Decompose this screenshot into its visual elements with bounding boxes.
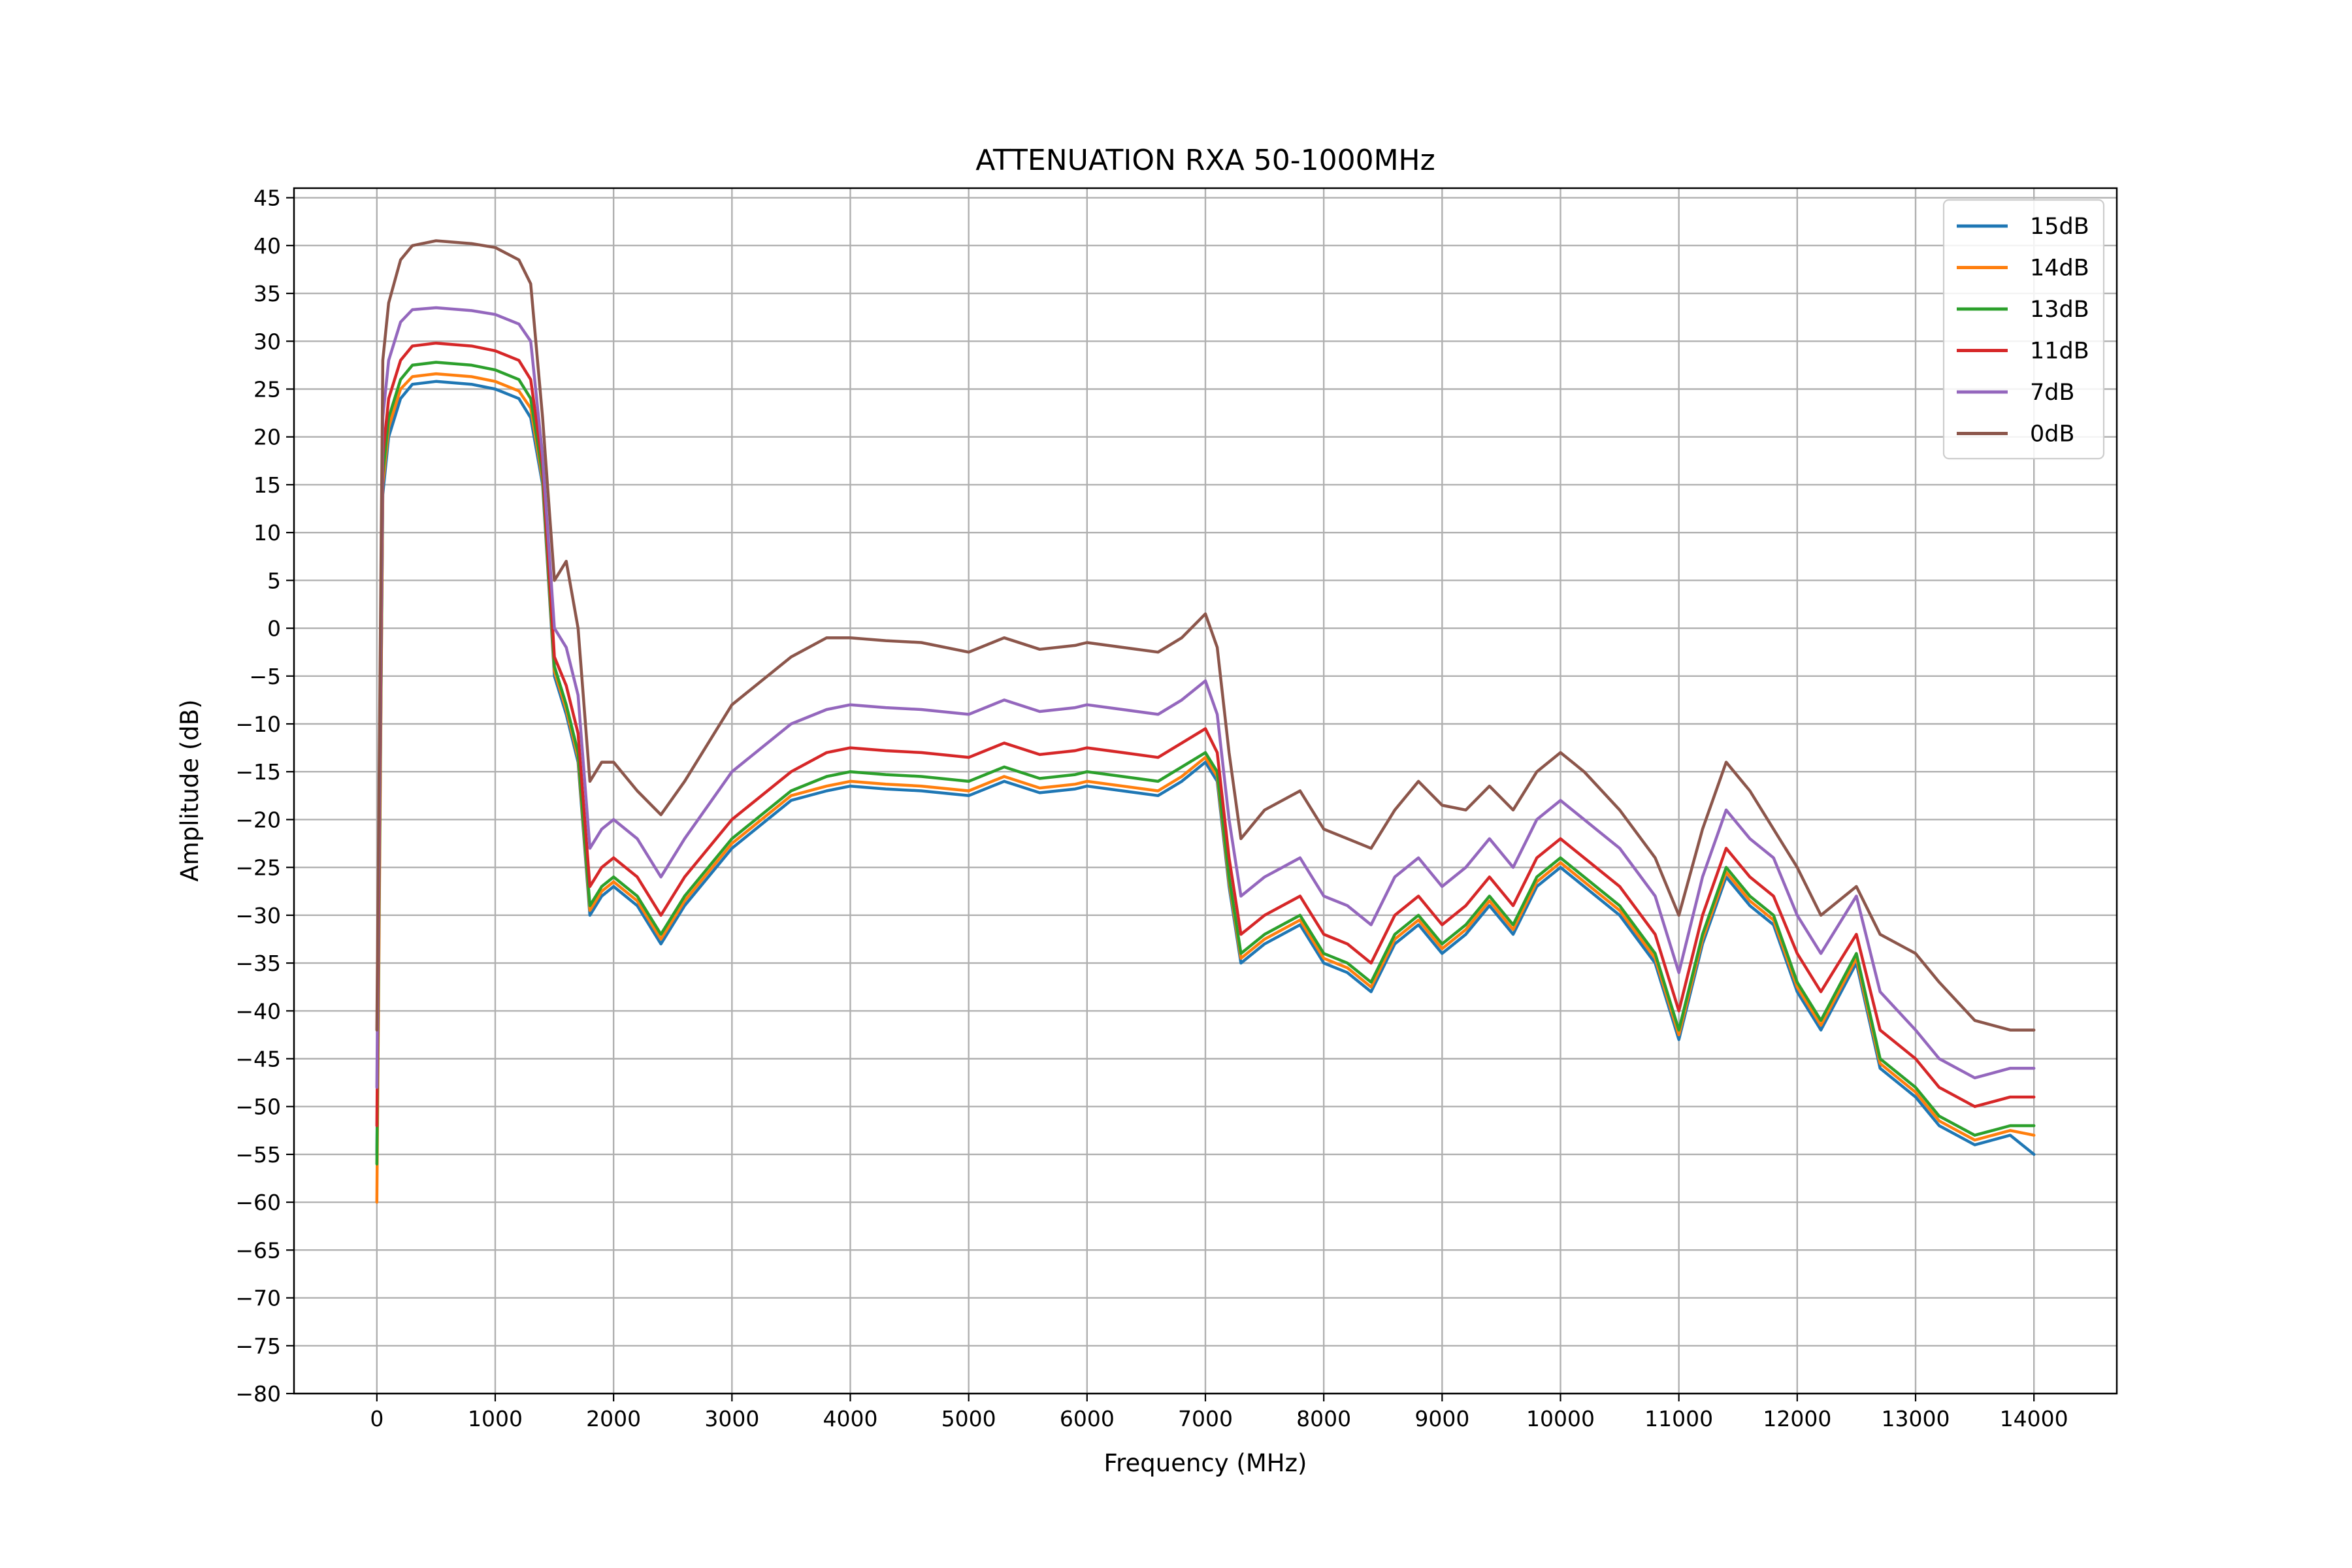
x-tick-label: 5000	[941, 1406, 996, 1431]
legend-label: 11dB	[2030, 338, 2089, 365]
series-line-11dB	[375, 341, 2036, 1128]
legend-label: 14dB	[2030, 255, 2089, 282]
y-tick-label: 35	[253, 281, 281, 306]
y-tick-label: 45	[253, 186, 281, 211]
y-tick-label: −55	[235, 1142, 281, 1168]
y-tick-label: 0	[267, 616, 281, 642]
y-tick-label: −20	[235, 807, 281, 832]
series-line-0dB	[375, 239, 2036, 1032]
y-tick-label: −15	[235, 759, 281, 785]
legend-label: 13dB	[2030, 297, 2089, 323]
legend-box	[1942, 199, 2105, 460]
x-tick-label: 12000	[1763, 1406, 1831, 1431]
x-tick-label: 14000	[2000, 1406, 2068, 1431]
x-axis-title: Frequency (MHz)	[1104, 1449, 1307, 1477]
legend-label: 7dB	[2030, 380, 2075, 406]
x-tick-label: 1000	[468, 1406, 523, 1431]
x-tick-label: 2000	[586, 1406, 641, 1431]
y-tick-label: 40	[253, 233, 281, 259]
legend-label: 0dB	[2030, 421, 2075, 448]
series-line-13dB	[375, 361, 2036, 1166]
y-tick-label: −80	[235, 1381, 281, 1407]
y-tick-label: −30	[235, 903, 281, 928]
series-lines	[375, 239, 2036, 1204]
y-tick-label: −25	[235, 855, 281, 881]
y-tick-label: −50	[235, 1094, 281, 1120]
x-tick-label: 9000	[1414, 1406, 1469, 1431]
x-axis: 0 1000 2000 3000 4000 5000 6000 7000 8000 9000 100…	[370, 1394, 2068, 1431]
grid	[294, 188, 2117, 1395]
x-tick-label: 0	[370, 1406, 384, 1431]
y-tick-label: 10	[253, 520, 281, 546]
y-tick-label: −40	[235, 998, 281, 1024]
y-tick-label: 25	[253, 377, 281, 402]
y-axis-title: Amplitude (dB)	[176, 699, 204, 881]
y-tick-label: 30	[253, 329, 281, 354]
legend: 15dB 14dB 13dB 11dB 7dB 0dB	[1942, 199, 2105, 460]
x-tick-label: 4000	[823, 1406, 878, 1431]
y-tick-label: −65	[235, 1237, 281, 1263]
x-tick-label: 3000	[704, 1406, 759, 1431]
x-tick-label: 13000	[1882, 1406, 1950, 1431]
y-tick-label: −75	[235, 1333, 281, 1359]
y-tick-label: −35	[235, 951, 281, 976]
x-tick-label: 11000	[1644, 1406, 1713, 1431]
y-tick-label: −60	[235, 1190, 281, 1215]
y-tick-label: −5	[249, 664, 281, 689]
series-line-7dB	[375, 306, 2036, 1089]
chart-title: ATTENUATION RXA 50-1000MHz	[975, 144, 1435, 177]
y-tick-label: 20	[253, 425, 281, 450]
x-tick-label: 6000	[1060, 1406, 1115, 1431]
x-tick-label: 7000	[1178, 1406, 1233, 1431]
y-tick-label: −10	[235, 711, 281, 737]
x-tick-label: 8000	[1296, 1406, 1351, 1431]
y-tick-label: 15	[253, 472, 281, 498]
y-tick-label: 5	[267, 568, 281, 593]
y-tick-label: −45	[235, 1047, 281, 1072]
y-axis: 45 40 35 30 25 20 15 10 5 0 −5 −10 −15 −20 −25 −30 −35 −4…	[235, 186, 294, 1407]
x-tick-label: 10000	[1526, 1406, 1595, 1431]
legend-label: 15dB	[2030, 214, 2089, 240]
y-tick-label: −70	[235, 1286, 281, 1311]
